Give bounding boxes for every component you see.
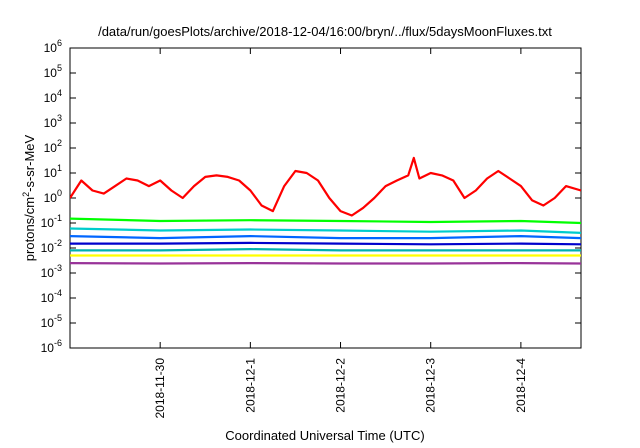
x-axis-ticks: 2018-11-30 2018-12-1 2018-12-2 2018-12-3 201… bbox=[153, 48, 528, 419]
y-tick-label: 10-1 bbox=[41, 213, 62, 230]
series-line-6 bbox=[70, 248, 581, 252]
y-tick-label: 10-6 bbox=[41, 338, 62, 355]
series-line-2 bbox=[70, 217, 581, 225]
y-axis-label: protons/cm2-s-sr-MeV bbox=[21, 134, 37, 261]
y-tick-label: 10-3 bbox=[41, 263, 62, 280]
y-tick-label: 105 bbox=[44, 63, 62, 80]
y-tick-label: 10-4 bbox=[41, 288, 62, 305]
y-tick-label: 10-2 bbox=[41, 238, 62, 255]
chart-title: /data/run/goesPlots/archive/2018-12-04/1… bbox=[98, 24, 552, 39]
series-layer bbox=[70, 156, 581, 265]
y-tick-label: 101 bbox=[44, 163, 62, 180]
y-tick-label: 104 bbox=[44, 88, 62, 105]
y-tick-label: 100 bbox=[44, 188, 62, 205]
series-line-5 bbox=[70, 241, 581, 246]
y-axis-ticks: 10-6 10-5 10-4 10-3 10-2 10-1 100 101 102 103 104 1… bbox=[41, 38, 581, 355]
x-tick-label: 2018-11-30 bbox=[153, 358, 167, 419]
x-tick-label: 2018-12-2 bbox=[334, 358, 348, 413]
y-axis-label-base: protons/cm bbox=[22, 197, 37, 261]
series-line-3 bbox=[70, 227, 581, 234]
y-axis-label-rest: -s-sr-MeV bbox=[22, 134, 37, 191]
x-tick-label: 2018-12-1 bbox=[243, 358, 257, 413]
y-tick-label: 102 bbox=[44, 138, 62, 155]
y-tick-label: 10-5 bbox=[41, 313, 62, 330]
x-tick-label: 2018-12-3 bbox=[424, 358, 438, 413]
x-axis-label: Coordinated Universal Time (UTC) bbox=[225, 428, 424, 443]
plot-area-frame bbox=[69, 47, 582, 349]
y-tick-label: 103 bbox=[44, 113, 62, 130]
series-line-4 bbox=[70, 235, 581, 240]
x-tick-label: 2018-12-4 bbox=[514, 358, 528, 413]
series-line-1 bbox=[70, 156, 581, 217]
y-axis-label-sup: 2 bbox=[21, 192, 31, 197]
y-tick-label: 106 bbox=[44, 38, 62, 55]
